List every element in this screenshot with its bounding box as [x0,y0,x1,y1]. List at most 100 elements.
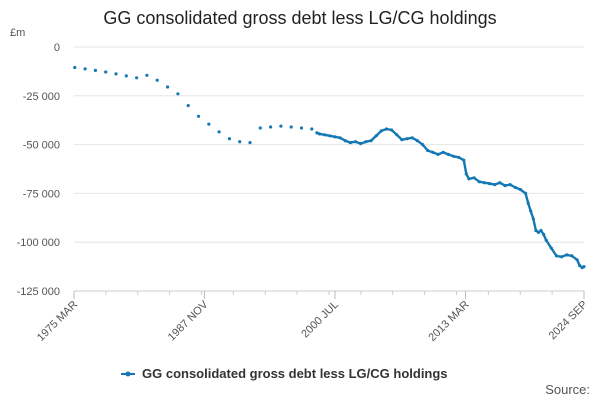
series-line-point [518,187,523,192]
series-line-point [513,185,517,190]
series-line-point [426,148,430,153]
series-line [315,127,586,269]
x-tick-label: 2024 SEP [547,299,591,343]
series-dot [289,125,293,129]
legend[interactable]: GG consolidated gross debt less LG/CG ho… [121,366,448,381]
y-tick-label: -50 000 [23,140,60,152]
series-line-point [369,139,373,143]
series-line-point [441,150,445,154]
series-line-point [333,135,337,139]
series-line-point [554,254,559,258]
series-line-point [462,158,466,162]
series-dot [207,122,211,126]
x-tick-label: 2000 JUL [299,299,341,341]
grid-lines [74,46,584,292]
series-line-point [410,136,414,140]
y-axis-unit-label: £m [10,27,25,39]
source-label: Source: [545,382,590,397]
series-dot [166,85,170,89]
series-dot [124,74,128,78]
series-dot [299,126,304,130]
series-dot [227,137,231,141]
series-line-point [467,177,471,181]
series-line-point [451,154,456,158]
series-line-point [503,184,507,188]
y-tick-label: 0 [54,42,60,54]
y-axis-ticks: 0 -25 000 -50 000 -75 000 -100 000 -125 000 [17,42,60,298]
series-dot [135,76,139,80]
series-line-point [565,253,569,257]
series-line-point [415,139,419,143]
series-dot [196,114,201,118]
series-dot [93,68,97,72]
series-line-point [578,264,582,268]
series-line-point [529,209,533,213]
series-line-point [328,134,332,138]
legend-dot-marker [125,371,131,377]
series-line-point [374,134,378,138]
legend-label: GG consolidated gross debt less LG/CG ho… [142,366,448,381]
series-line-point [359,142,363,146]
series-line-point [570,254,574,258]
series-dot [248,141,252,145]
series-dot [83,67,87,71]
series-line-point [549,246,553,250]
series-line-point [524,191,528,195]
series-line-point [498,181,502,185]
series-dot [145,73,149,77]
series-dot [269,125,273,129]
series-line-point [354,140,358,144]
series-dot [104,70,108,74]
series-line-point [482,181,486,185]
series-line-point [575,258,579,262]
series-line-point [421,143,425,147]
series-line-point [531,217,535,221]
series-line-point [446,152,450,156]
series-line-point [390,128,394,132]
series-line-point [317,132,322,136]
series-dot [258,126,262,130]
series-line-point [379,129,383,133]
series-line-point [395,133,399,137]
series-line-point [526,201,530,205]
series-dot [73,65,77,70]
series-line-point [384,127,389,131]
series-line-point [560,255,564,259]
series-line-point [464,172,468,176]
series-line-point [364,140,368,144]
series-line-point [508,183,512,187]
series-line-point [534,228,538,233]
series-dot [186,104,190,108]
series-line-point [477,180,481,184]
series-dot [176,92,180,96]
series-line-point [539,228,543,233]
series-line-point [348,141,352,145]
series-line-point [323,133,327,137]
x-axis: 1975 MAR 1987 NOV 2000 JUL 2013 MAR 2024 SEP [35,290,591,344]
x-tick-label: 1975 MAR [35,299,80,344]
series-dot [238,140,242,144]
y-tick-label: -75 000 [23,188,60,200]
series-line-point [542,232,546,236]
series-line-point [431,150,435,154]
series-line-point [457,155,461,159]
series-dot [310,127,314,131]
series-dot [217,130,221,134]
series-dot [279,124,283,128]
series-line-point [400,138,404,142]
series-line-point [436,152,440,156]
series-line-point [338,136,342,140]
y-tick-label: -100 000 [17,237,60,249]
series-dot [155,78,159,82]
series-line-point [315,131,319,135]
series-line-point [472,176,476,180]
series-line-point [487,182,492,186]
series-line-point [536,230,541,234]
series-dot [114,72,118,76]
x-tick-label: 2013 MAR [426,299,471,344]
y-tick-label: -125 000 [17,286,60,298]
y-tick-label: -25 000 [23,91,60,103]
series-line-point [343,139,347,143]
series-line-point [582,265,586,269]
